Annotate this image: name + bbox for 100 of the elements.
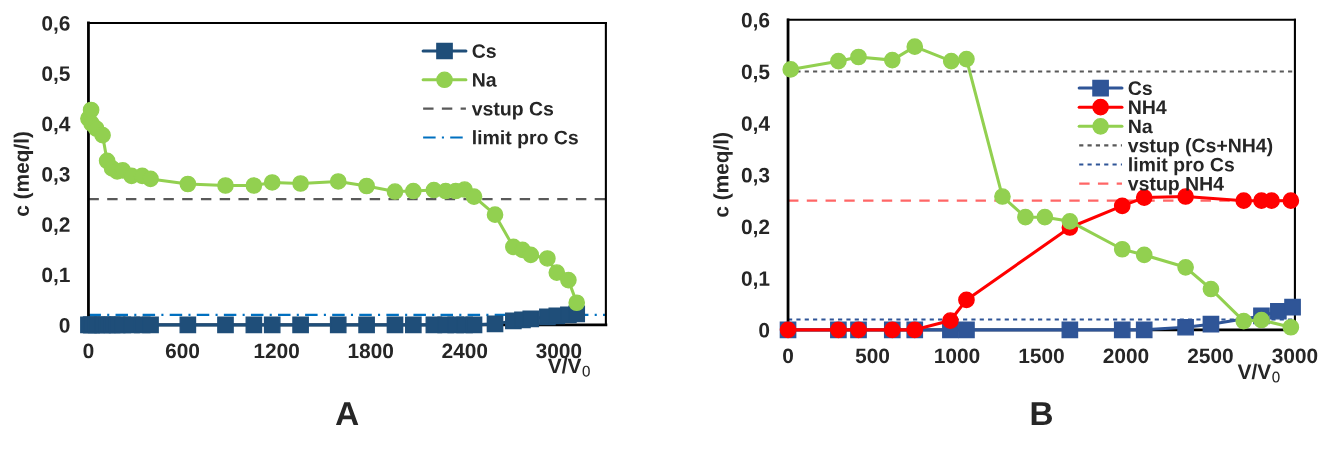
- y-axis-title: c (meq/l): [713, 133, 733, 217]
- point: [1061, 321, 1079, 339]
- point: [942, 52, 960, 70]
- y-tick-label: 0,6: [741, 12, 770, 31]
- x-tick-label: 1000: [935, 348, 980, 364]
- point: [560, 271, 577, 289]
- text: B: [1031, 402, 1052, 426]
- point: [850, 48, 867, 66]
- point: [142, 170, 159, 188]
- point: [958, 321, 975, 339]
- x-tick-label: 0: [83, 343, 94, 359]
- point: [1202, 280, 1220, 298]
- point: [958, 291, 975, 309]
- point: [142, 316, 159, 334]
- point: [217, 177, 234, 194]
- x-tick-label: 1200: [254, 343, 299, 359]
- point: [994, 188, 1011, 205]
- y-tick-label: 0,1: [741, 271, 770, 289]
- point: [386, 316, 404, 334]
- y-tick-label: 0,5: [42, 66, 70, 85]
- point: [1177, 318, 1194, 336]
- point: [1282, 318, 1300, 336]
- y-tick-label: 0: [759, 322, 770, 338]
- y-tick-label: 0,4: [42, 116, 71, 135]
- point: [179, 316, 197, 334]
- point: [1113, 197, 1131, 215]
- point: [1270, 302, 1287, 320]
- x-tick-label: 600: [165, 343, 200, 359]
- y-tick-label: 0,2: [42, 217, 70, 236]
- y-tick-label: 0,1: [42, 267, 70, 286]
- point: [1135, 321, 1153, 339]
- point: [1061, 212, 1079, 230]
- x-axis-title: V/V$_{0}$: [547, 358, 590, 377]
- point: [539, 250, 556, 267]
- point: [404, 182, 422, 200]
- point: [522, 310, 540, 328]
- point: [386, 183, 404, 200]
- legend-label: vstup (Cs+NH4): [1127, 138, 1273, 157]
- y-tick-label: 0: [59, 317, 70, 333]
- point: [263, 174, 281, 191]
- point: [329, 173, 347, 190]
- point: [883, 51, 901, 69]
- point: [358, 177, 375, 195]
- ref-line-label: vstup NH4: [1127, 177, 1224, 195]
- y-tick-label: 0,3: [741, 167, 770, 186]
- point: [522, 246, 540, 264]
- point: [1235, 192, 1253, 209]
- legend-label: Cs: [472, 44, 496, 58]
- point: [782, 61, 800, 78]
- point: [1036, 208, 1054, 226]
- point: [263, 316, 281, 334]
- point: [465, 316, 483, 334]
- point: [245, 316, 263, 334]
- x-tick-label: 2400: [442, 343, 488, 359]
- point: [1253, 311, 1270, 329]
- point: [1282, 192, 1300, 209]
- legend-label: vstup Cs: [471, 101, 554, 120]
- x-tick-label: 3000: [1272, 348, 1318, 364]
- legend-label: Na: [473, 73, 497, 87]
- point: [958, 50, 975, 68]
- point: [1113, 240, 1131, 258]
- y-tick-label: 0,6: [42, 15, 70, 34]
- point: [1284, 298, 1301, 316]
- point: [179, 175, 197, 193]
- point: [568, 294, 586, 312]
- y-tick-label: 0,4: [741, 116, 770, 134]
- point: [1135, 246, 1153, 264]
- point: [1017, 208, 1034, 226]
- legend-label: NH4: [1129, 100, 1167, 114]
- point: [906, 38, 924, 56]
- point: [1202, 315, 1220, 333]
- point: [1235, 312, 1253, 330]
- legend-label: Na: [1129, 119, 1153, 134]
- point: [358, 316, 375, 334]
- point: [830, 52, 847, 70]
- point: [245, 177, 263, 194]
- y-axis-title: c (meq/l): [13, 132, 34, 216]
- point: [486, 206, 504, 224]
- y-tick-label: 0,3: [42, 166, 70, 185]
- x-tick-label: 3000: [536, 343, 582, 359]
- point: [548, 264, 566, 281]
- y-tick-label: 0,5: [741, 64, 770, 83]
- text: A: [335, 402, 359, 426]
- legend-label: limit pro Cs: [1129, 157, 1234, 176]
- x-tick-label: 500: [855, 348, 890, 364]
- x-tick-label: 1500: [1019, 348, 1064, 364]
- y-tick-label: 0,2: [741, 219, 770, 238]
- point: [942, 312, 959, 329]
- point: [465, 188, 483, 205]
- point: [1177, 258, 1194, 276]
- point: [486, 315, 504, 333]
- point: [217, 316, 234, 334]
- point: [404, 316, 422, 334]
- point: [292, 175, 309, 192]
- x-tick-label: 2000: [1103, 348, 1149, 364]
- point: [329, 316, 347, 334]
- x-tick-label: 1800: [348, 343, 393, 359]
- point: [94, 126, 111, 144]
- point: [1113, 321, 1131, 339]
- x-axis-title: V/V$_{0}$: [1237, 363, 1280, 383]
